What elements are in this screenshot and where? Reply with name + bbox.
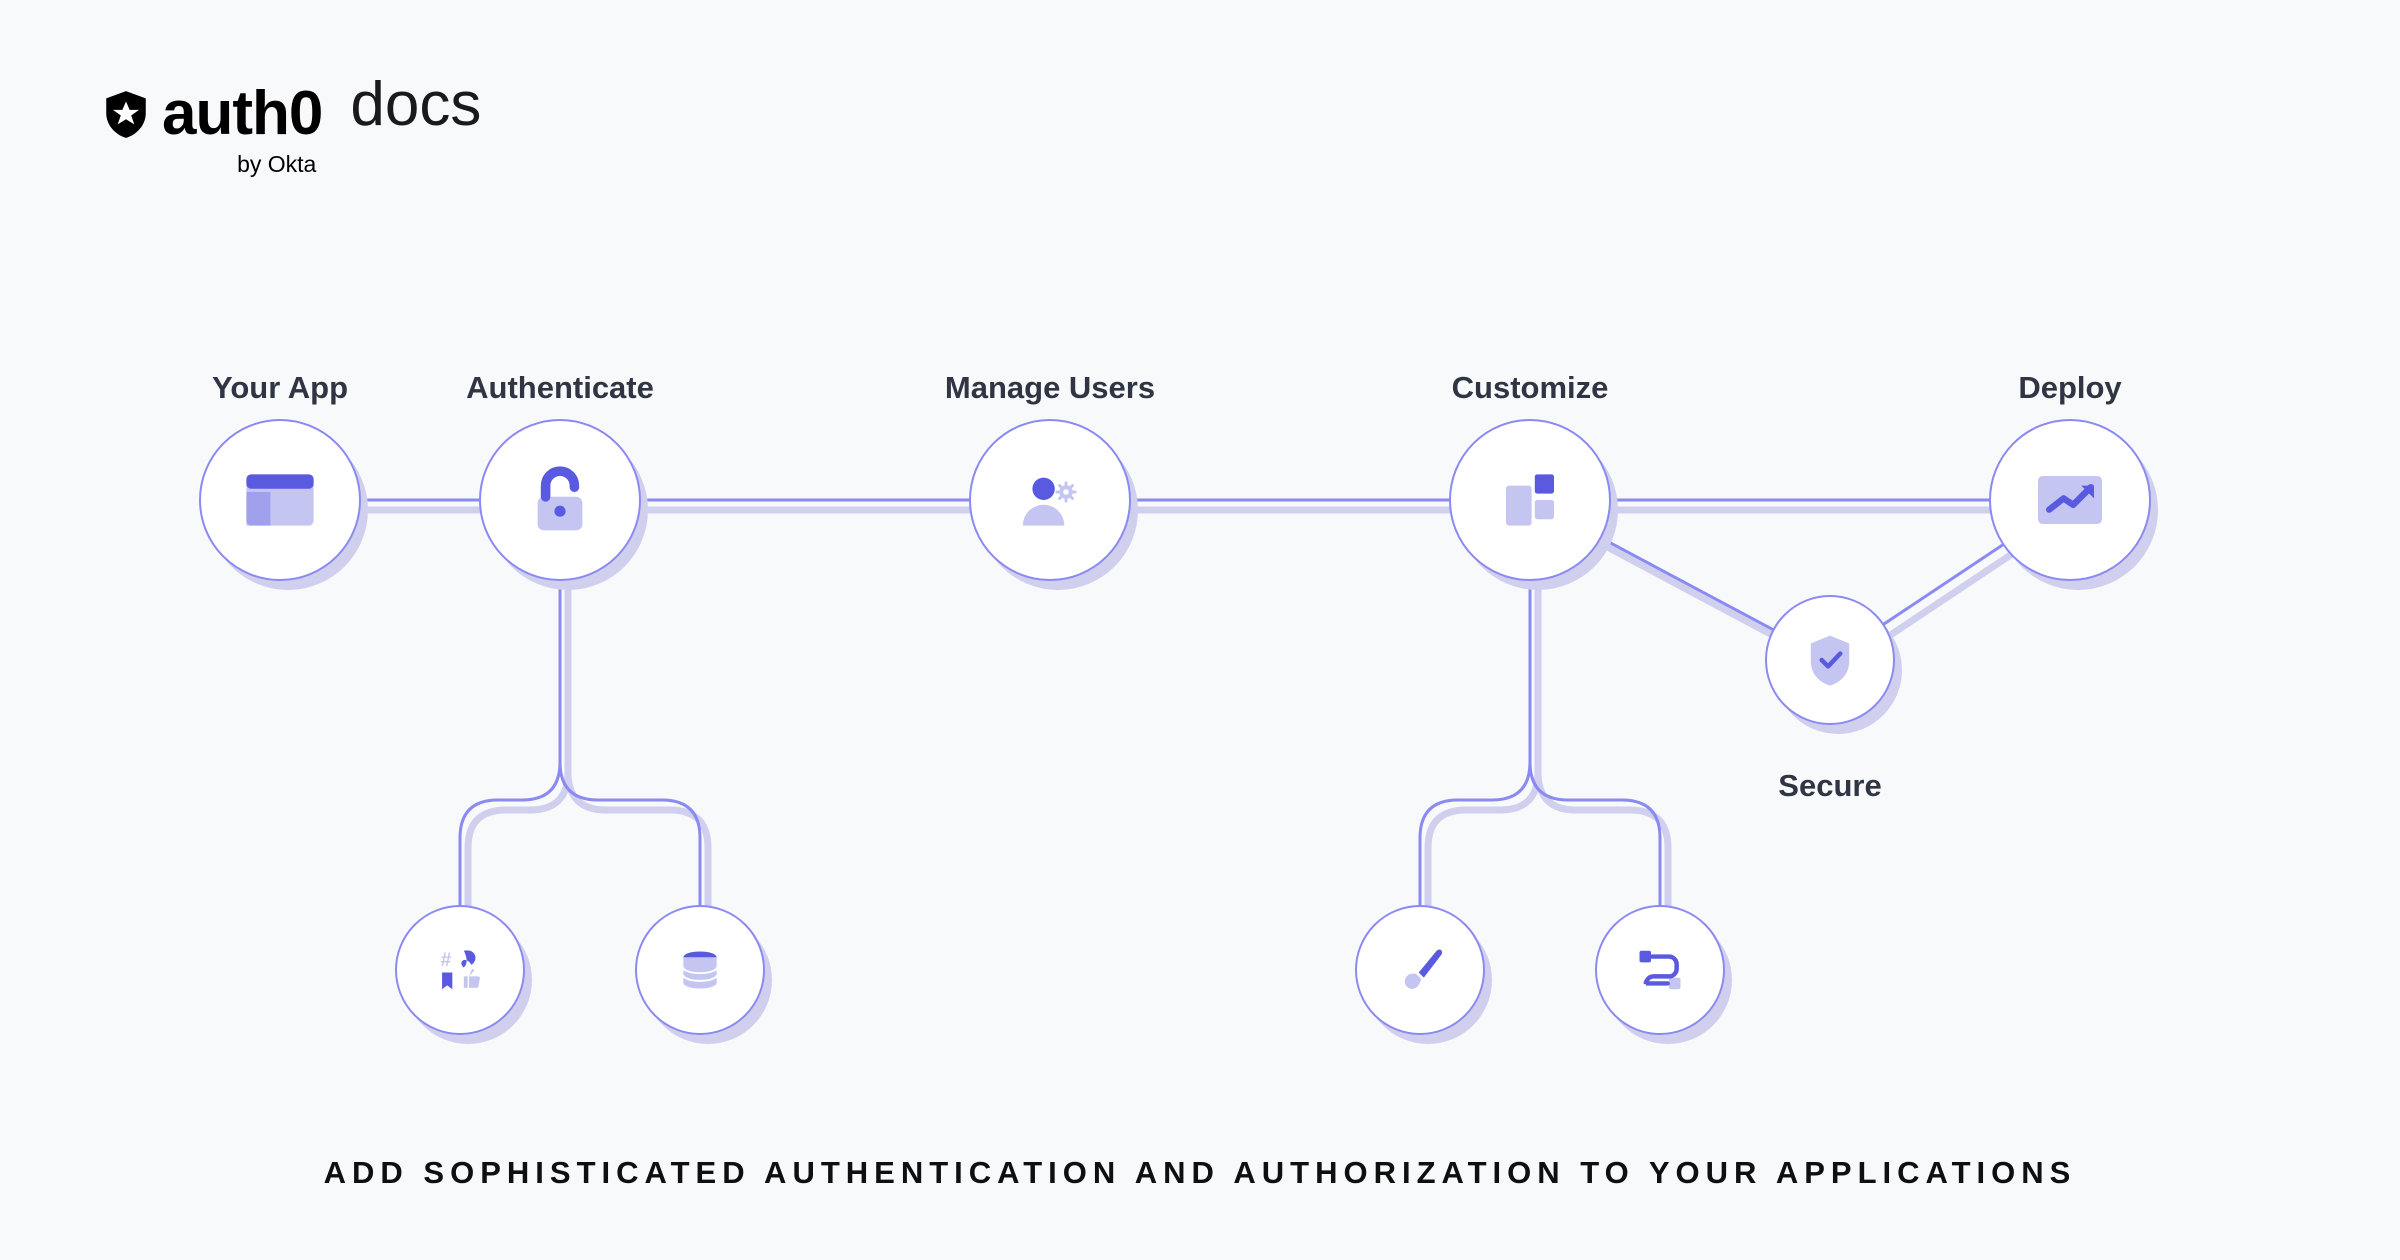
node-manage-users — [970, 420, 1130, 580]
browser-icon — [246, 474, 313, 525]
node-brush — [1356, 906, 1484, 1034]
label-your-app: Your App — [212, 370, 348, 406]
node-social — [396, 906, 524, 1034]
label-manage-users: Manage Users — [945, 370, 1155, 406]
svg-text:#: # — [441, 950, 452, 971]
label-customize: Customize — [1452, 370, 1609, 406]
diagram-svg: # — [0, 0, 2400, 1260]
tagline: Add sophisticated authentication and aut… — [324, 1155, 2077, 1191]
diagram-canvas: auth0 by Okta docs # Your AppAuthenticat… — [0, 0, 2400, 1260]
label-authenticate: Authenticate — [466, 370, 654, 406]
database-icon — [683, 951, 716, 988]
chart-up-icon — [2038, 476, 2102, 524]
label-secure: Secure — [1778, 768, 1881, 804]
label-deploy: Deploy — [2018, 370, 2121, 406]
node-flow — [1596, 906, 1724, 1034]
